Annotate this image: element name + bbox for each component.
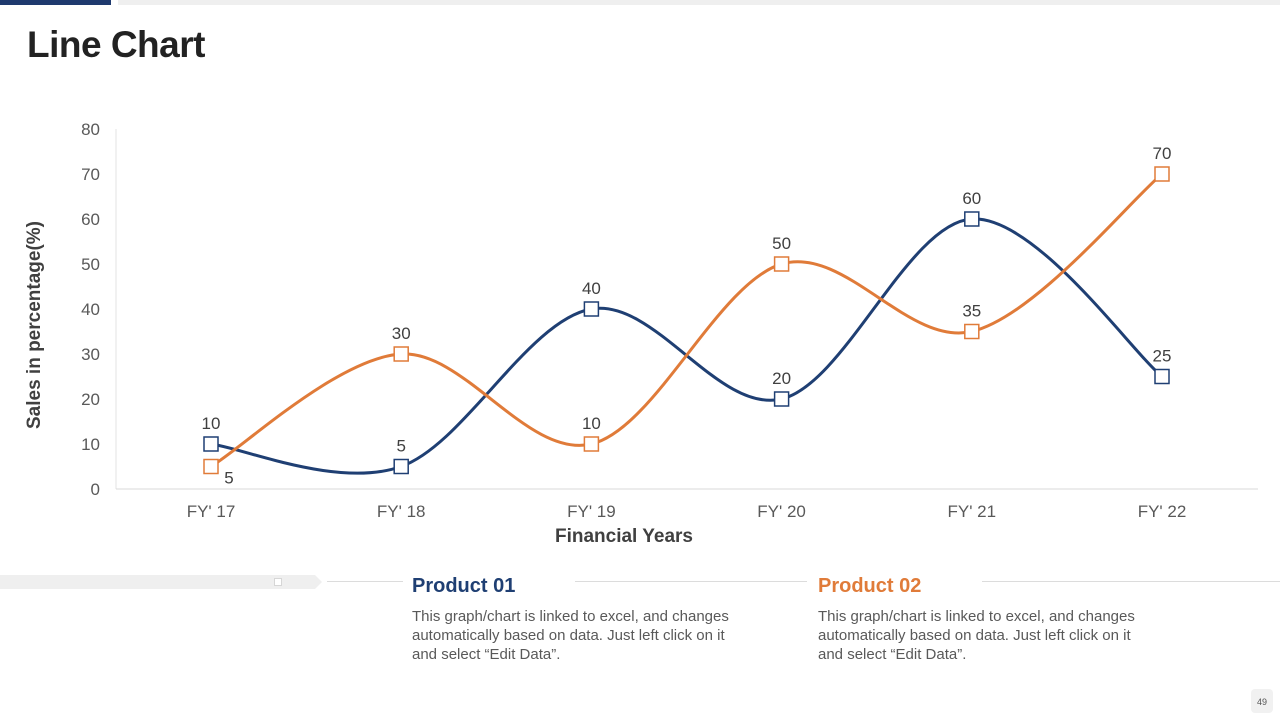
product-02-data-label: 10 bbox=[582, 414, 601, 433]
decorative-slider-bar bbox=[0, 575, 315, 589]
product-01-point bbox=[583, 301, 600, 317]
x-tick-label: FY' 17 bbox=[187, 502, 236, 521]
product-01-title: Product 01 bbox=[412, 575, 516, 597]
product-02-description: This graph/chart is linked to excel, and… bbox=[818, 608, 1135, 663]
divider-line bbox=[327, 581, 403, 582]
product-02-point bbox=[203, 458, 219, 475]
product-01-data-label: 10 bbox=[202, 414, 221, 433]
product-02-data-label: 5 bbox=[224, 469, 233, 488]
product-02-title: Product 02 bbox=[818, 575, 922, 597]
product-02-data-label: 35 bbox=[962, 302, 981, 321]
y-tick-label: 60 bbox=[81, 210, 100, 229]
product-01-data-label: 5 bbox=[396, 437, 405, 456]
y-tick-label: 20 bbox=[81, 390, 100, 409]
page-number-badge: 49 bbox=[1251, 689, 1273, 713]
product-01-point bbox=[1154, 368, 1170, 385]
product-02-point bbox=[583, 436, 600, 452]
x-tick-label: FY' 22 bbox=[1138, 502, 1187, 521]
product-01-point bbox=[203, 436, 219, 452]
product-02-line bbox=[209, 172, 1164, 468]
product-02-point bbox=[393, 346, 409, 362]
product-02-point bbox=[1154, 166, 1170, 182]
page-title: Line Chart bbox=[27, 24, 205, 65]
y-tick-label: 70 bbox=[81, 165, 100, 184]
y-tick-label: 80 bbox=[81, 120, 100, 139]
product-01-line bbox=[209, 217, 1164, 475]
top-accent-bar bbox=[0, 0, 111, 5]
divider-line bbox=[982, 581, 1280, 582]
x-axis-title: Financial Years bbox=[555, 526, 693, 547]
line-chart[interactable]: 0 10 20 30 40 50 60 70 80 FY' 17 FY' 18 FY' 19 FY' 2… bbox=[0, 0, 1280, 560]
product-02-data-label: 70 bbox=[1153, 144, 1172, 163]
product-01-description: This graph/chart is linked to excel, and… bbox=[412, 608, 729, 663]
product-01-point bbox=[393, 458, 409, 475]
y-tick-label: 50 bbox=[81, 255, 100, 274]
y-tick-label: 10 bbox=[81, 435, 100, 454]
product-02-point bbox=[773, 256, 790, 272]
decorative-slider-tip bbox=[315, 575, 322, 589]
product-02-data-label: 50 bbox=[772, 234, 791, 253]
product-01-point bbox=[773, 391, 790, 407]
product-01-data-label: 20 bbox=[772, 369, 791, 388]
y-tick-label: 30 bbox=[81, 345, 100, 364]
product-02-data-label: 30 bbox=[392, 324, 411, 343]
x-tick-label: FY' 21 bbox=[947, 502, 996, 521]
decorative-slider-handle bbox=[274, 578, 282, 586]
product-01-data-label: 25 bbox=[1153, 347, 1172, 366]
product-01-point bbox=[964, 211, 980, 227]
product-01-data-label: 60 bbox=[962, 189, 981, 208]
divider-line bbox=[575, 581, 807, 582]
product-01-data-label: 40 bbox=[582, 279, 601, 298]
x-tick-label: FY' 19 bbox=[567, 502, 616, 521]
product-02-point bbox=[964, 323, 980, 340]
x-tick-label: FY' 18 bbox=[377, 502, 426, 521]
x-tick-label: FY' 20 bbox=[757, 502, 806, 521]
y-tick-label: 0 bbox=[91, 480, 100, 499]
y-tick-label: 40 bbox=[81, 300, 100, 319]
y-axis-title: Sales in percentage(%) bbox=[24, 221, 45, 429]
top-divider-bar bbox=[118, 0, 1280, 5]
